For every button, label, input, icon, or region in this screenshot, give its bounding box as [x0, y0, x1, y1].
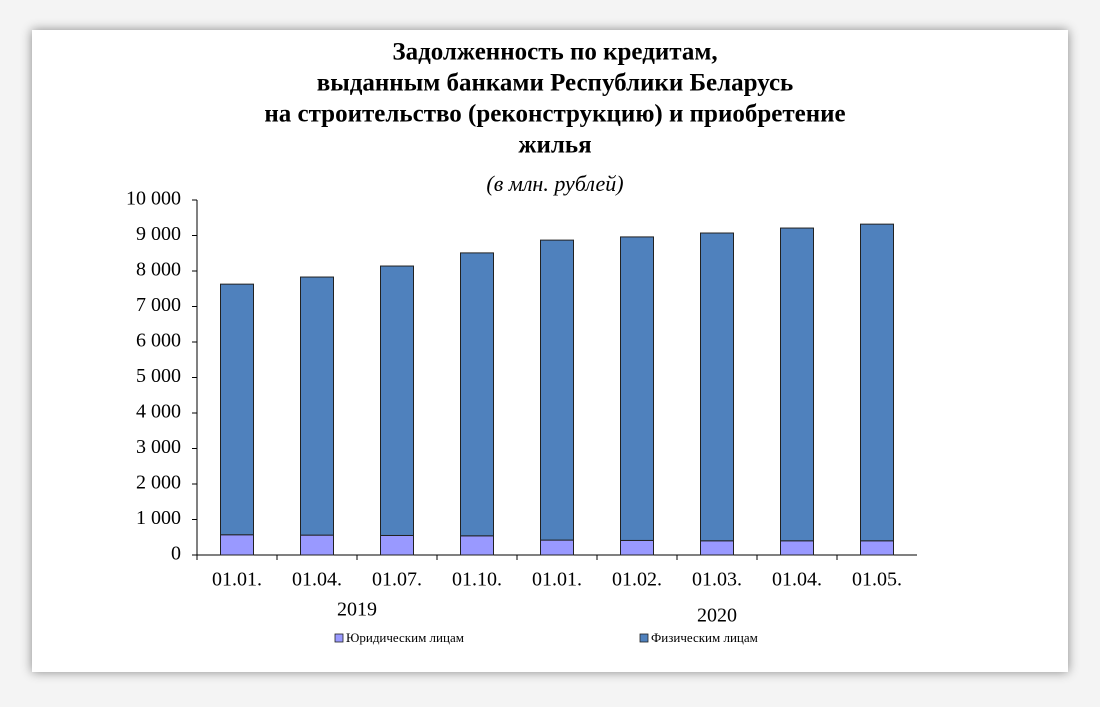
- chart-title: на строительство (реконструкцию) и приоб…: [264, 101, 845, 128]
- bar-segment: [300, 276, 334, 536]
- legend-marker: [334, 633, 344, 643]
- y-tick-label: 6 000: [136, 330, 181, 352]
- bar-segment: [540, 539, 574, 556]
- chart-subtitle: (в млн. рублей): [486, 171, 623, 196]
- category-group-label: 2020: [697, 605, 737, 627]
- bar-segment: [700, 540, 734, 556]
- legend-label: Физическим лицам: [651, 630, 758, 645]
- bar-segment: [620, 236, 654, 541]
- bar-segment: [860, 223, 894, 542]
- bar-segment: [220, 283, 254, 536]
- bar-segment: [460, 535, 494, 556]
- bar-segment: [220, 534, 254, 556]
- y-tick-label: 4 000: [136, 401, 181, 423]
- category-group-label: 2019: [337, 599, 377, 621]
- y-tick-label: 3 000: [136, 436, 181, 458]
- y-tick-label: 8 000: [136, 259, 181, 281]
- x-tick-label: 01.05.: [852, 569, 902, 591]
- x-tick-label: 01.04.: [292, 569, 342, 591]
- bar-segment: [620, 539, 654, 556]
- y-tick-label: 1 000: [136, 507, 181, 529]
- bar-segment: [460, 252, 494, 537]
- chart-title: Задолженность по кредитам,: [392, 39, 717, 66]
- y-tick-label: 7 000: [136, 294, 181, 316]
- x-tick-label: 01.07.: [372, 569, 422, 591]
- bar-segment: [780, 227, 814, 542]
- chart-title: жилья: [518, 132, 591, 159]
- x-tick-label: 01.03.: [692, 569, 742, 591]
- y-tick-label: 2 000: [136, 472, 181, 494]
- y-tick-label: 10 000: [126, 188, 181, 210]
- x-tick-label: 01.02.: [612, 569, 662, 591]
- x-tick-label: 01.10.: [452, 569, 502, 591]
- bar-segment: [300, 534, 334, 556]
- y-tick-label: 9 000: [136, 223, 181, 245]
- y-tick-label: 5 000: [136, 365, 181, 387]
- bar-segment: [780, 540, 814, 556]
- x-tick-label: 01.01.: [212, 569, 262, 591]
- x-tick-label: 01.01.: [532, 569, 582, 591]
- bar-segment: [380, 534, 414, 556]
- x-tick-label: 01.04.: [772, 569, 822, 591]
- bar-segment: [540, 239, 574, 541]
- bar-segment: [700, 232, 734, 542]
- legend-marker: [639, 633, 649, 643]
- bar-segment: [860, 540, 894, 556]
- bar-segment: [380, 265, 414, 536]
- y-tick-label: 0: [171, 543, 181, 565]
- legend-label: Юридическим лицам: [346, 630, 464, 645]
- chart-title: выданным банками Республики Беларусь: [317, 70, 794, 97]
